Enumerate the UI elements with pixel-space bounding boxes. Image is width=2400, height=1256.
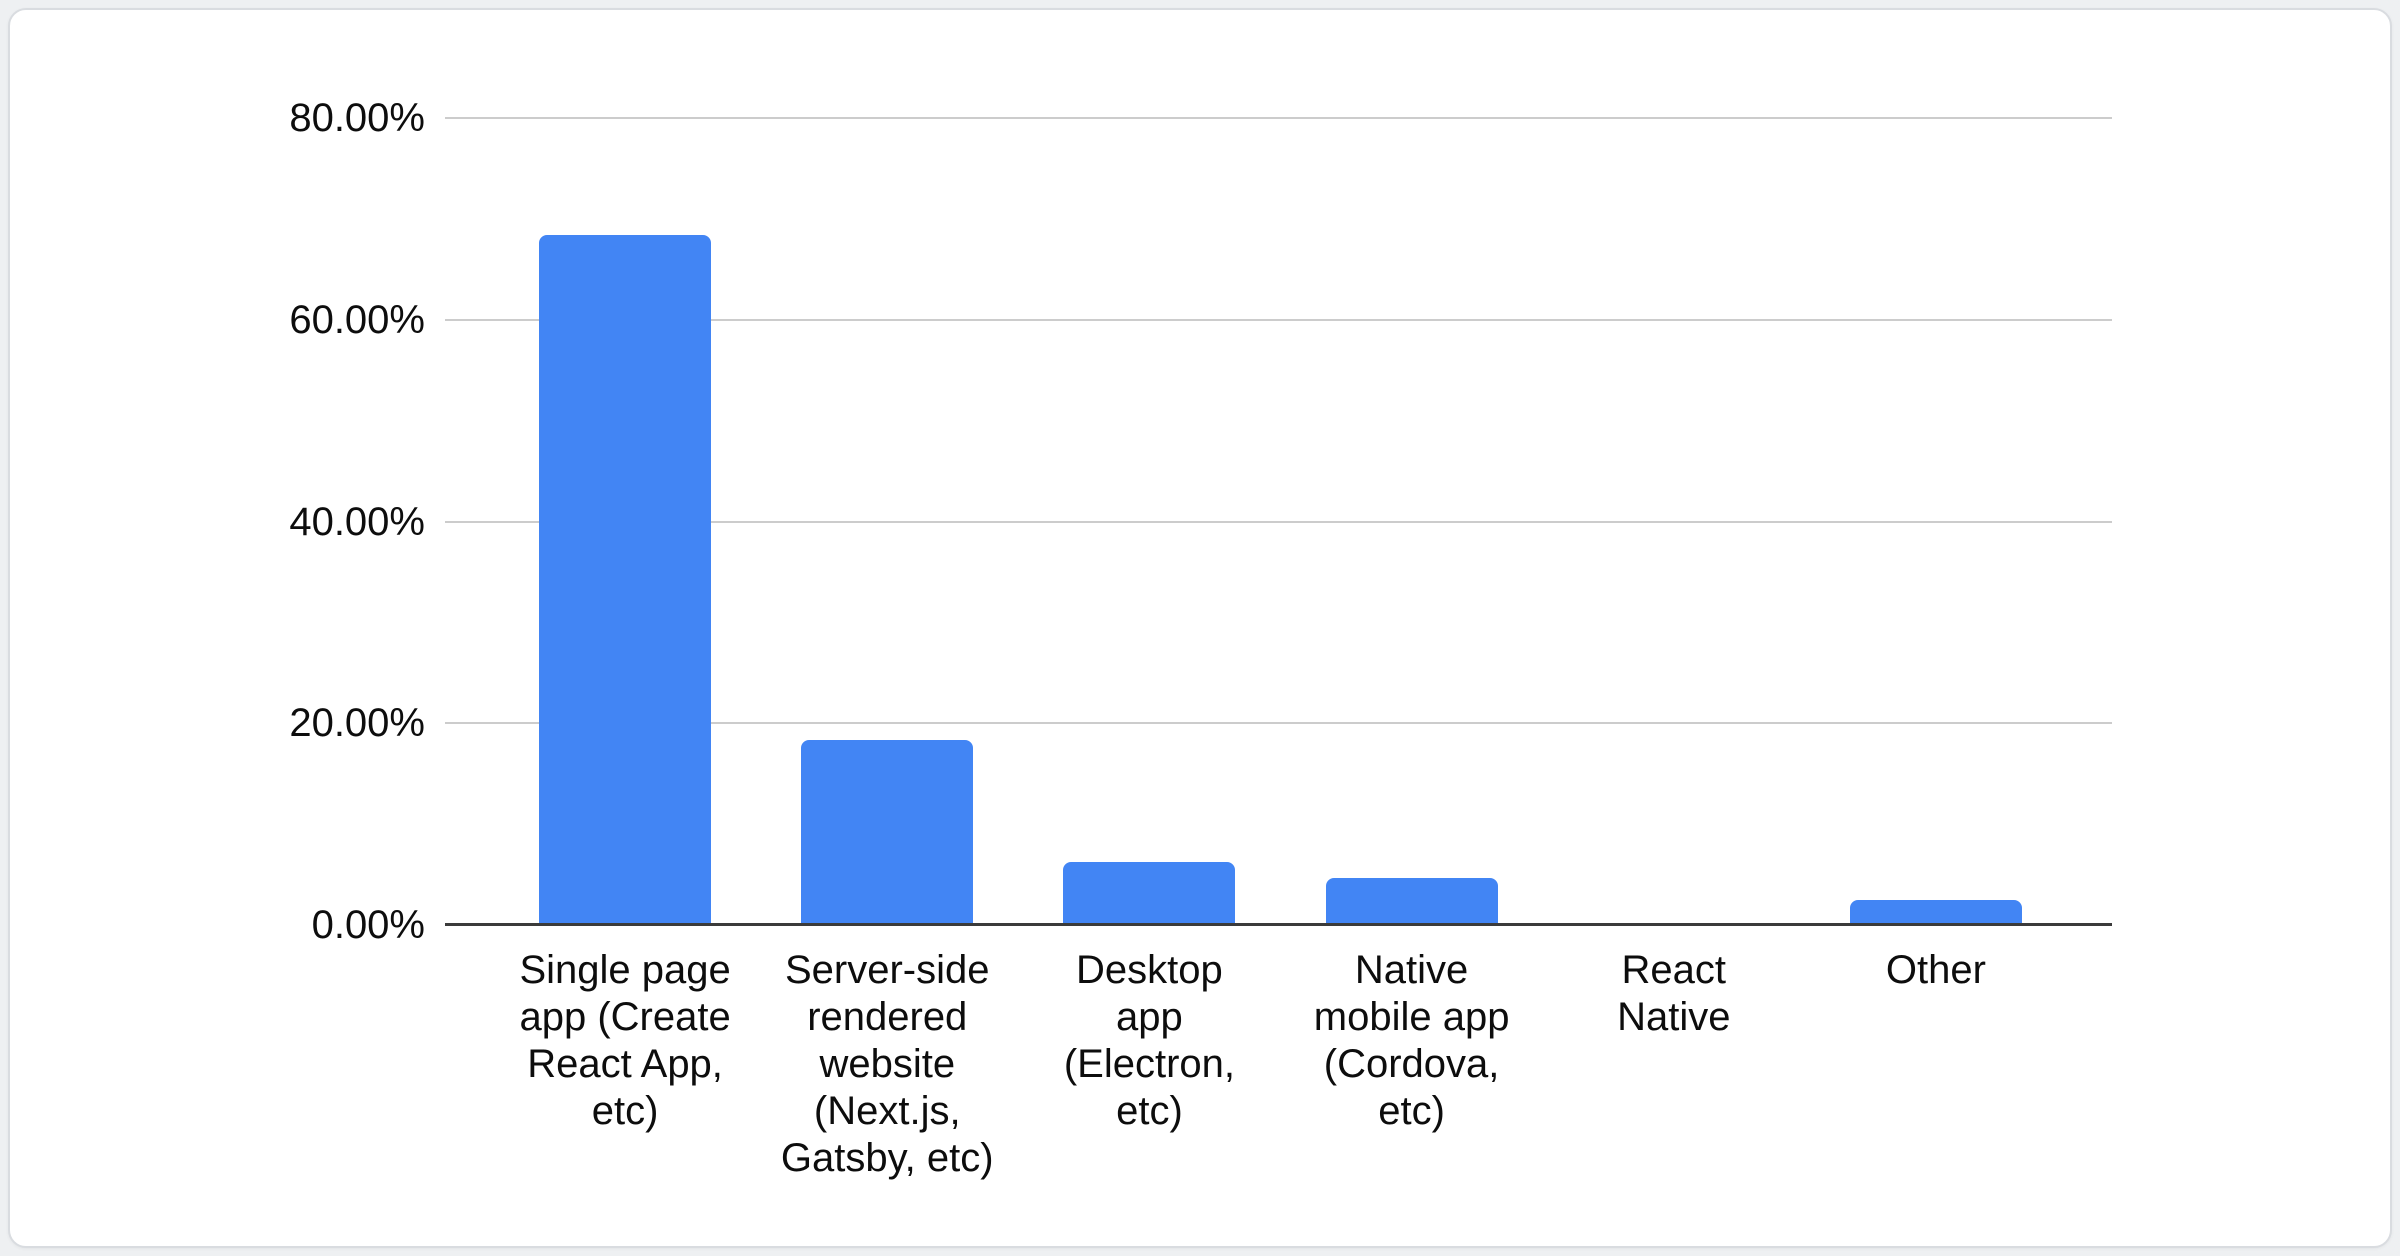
x-axis-category-label: React Native (1617, 948, 1731, 1039)
bar-other[interactable] (1849, 899, 2022, 925)
bar-slot-server-side-rendered (756, 118, 1018, 925)
x-axis-line (445, 923, 2112, 926)
y-axis-tick-label: 40.00% (289, 499, 425, 544)
y-axis: 0.00% 20.00% 40.00% 60.00% 80.00% (10, 96, 425, 947)
chart-card: 0.00% 20.00% 40.00% 60.00% 80.00% Single pag… (8, 8, 2392, 1248)
bar-single-page-app[interactable] (539, 235, 712, 925)
x-axis-category-label: Desktop app (Electron, etc) (1063, 948, 1236, 1133)
y-axis-tick-label: 20.00% (289, 701, 425, 746)
gridline-60 (445, 318, 2112, 321)
plot-area (445, 117, 2112, 926)
bar-slot-native-mobile-app (1281, 118, 1543, 925)
bar-slot-desktop-app-electron (1018, 118, 1280, 925)
bar-native-mobile-app[interactable] (1325, 877, 1498, 925)
x-axis-category-label: Native mobile app (Cordova, etc) (1313, 948, 1510, 1133)
x-axis-category-label: Single page app (Create React App, etc) (519, 948, 731, 1133)
bars-band (494, 118, 2067, 925)
x-label-slot-desktop-app-electron: Desktop app (Electron, etc) (1018, 947, 1280, 1207)
x-label-slot-server-side-rendered: Server-side rendered website (Next.js, G… (756, 947, 1018, 1207)
x-label-slot-native-mobile-app: Native mobile app (Cordova, etc) (1281, 947, 1543, 1207)
bar-slot-single-page-app (494, 118, 756, 925)
x-axis-labels: Single page app (Create React App, etc) S… (494, 947, 2067, 1207)
bar-desktop-app-electron[interactable] (1063, 862, 1236, 925)
y-axis-tick-label: 0.00% (311, 903, 425, 947)
bar-slot-other (1805, 118, 2067, 925)
x-label-slot-single-page-app: Single page app (Create React App, etc) (494, 947, 756, 1207)
bar-slot-react-native (1543, 118, 1805, 925)
gridline-80 (445, 117, 2112, 119)
x-axis-category-label: Server-side rendered website (Next.js, G… (780, 948, 994, 1180)
bar-server-side-rendered[interactable] (801, 740, 974, 925)
y-axis-tick-label: 80.00% (289, 96, 425, 140)
y-axis-tick-label: 60.00% (289, 297, 425, 342)
gridline-40 (445, 520, 2112, 523)
x-label-slot-react-native: React Native (1543, 947, 1805, 1207)
x-axis-category-label: Other (1885, 948, 1986, 992)
gridline-20 (445, 722, 2112, 725)
x-label-slot-other: Other (1805, 947, 2067, 1207)
